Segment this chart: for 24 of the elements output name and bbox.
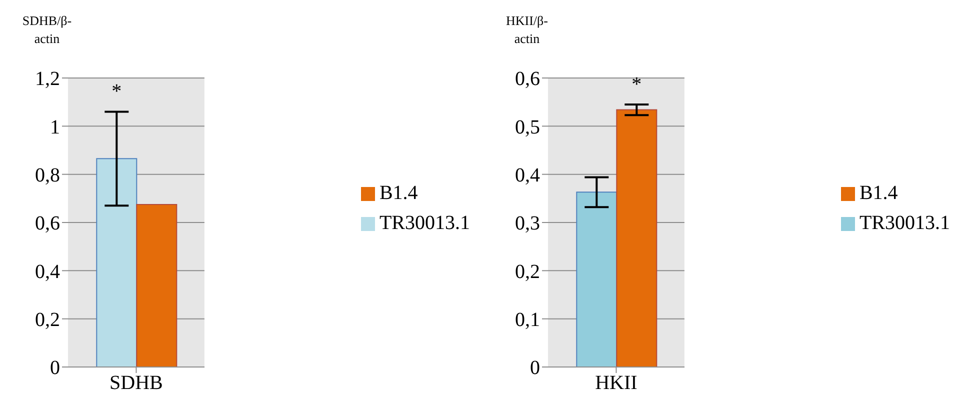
y-tick-label: 0,2 <box>515 260 540 283</box>
y-axis-title: SDHB/β-actin <box>21 12 73 48</box>
y-tick-label: 0 <box>50 357 60 380</box>
x-tick-label: SDHB <box>110 372 163 394</box>
y-tick-label: 1,2 <box>35 68 60 90</box>
y-tick-label: 0,5 <box>515 116 540 138</box>
y-tick-label: 0,6 <box>35 212 60 235</box>
y-tick-label: 0,6 <box>515 68 540 90</box>
y-tick-label: 0,4 <box>515 164 540 186</box>
x-tick-label: HKII <box>595 372 638 394</box>
y-tick-label: 0,1 <box>515 308 540 331</box>
y-tick-label: 0,2 <box>35 308 60 331</box>
y-axis-title: HKII/β-actin <box>505 12 549 48</box>
y-tick-label: 0,4 <box>35 260 60 283</box>
annotation: * <box>112 80 122 103</box>
annotation: * <box>632 73 642 96</box>
legend-label: TR30013.1 <box>859 212 950 234</box>
y-tick-label: 0,3 <box>515 212 540 235</box>
legend-label: TR30013.1 <box>379 212 470 234</box>
y-tick-label: 1 <box>50 116 60 138</box>
legend-label: B1.4 <box>379 182 418 204</box>
y-tick-label: 0,8 <box>35 164 60 186</box>
legend-label: B1.4 <box>859 182 898 204</box>
y-tick-label: 0 <box>530 357 540 380</box>
